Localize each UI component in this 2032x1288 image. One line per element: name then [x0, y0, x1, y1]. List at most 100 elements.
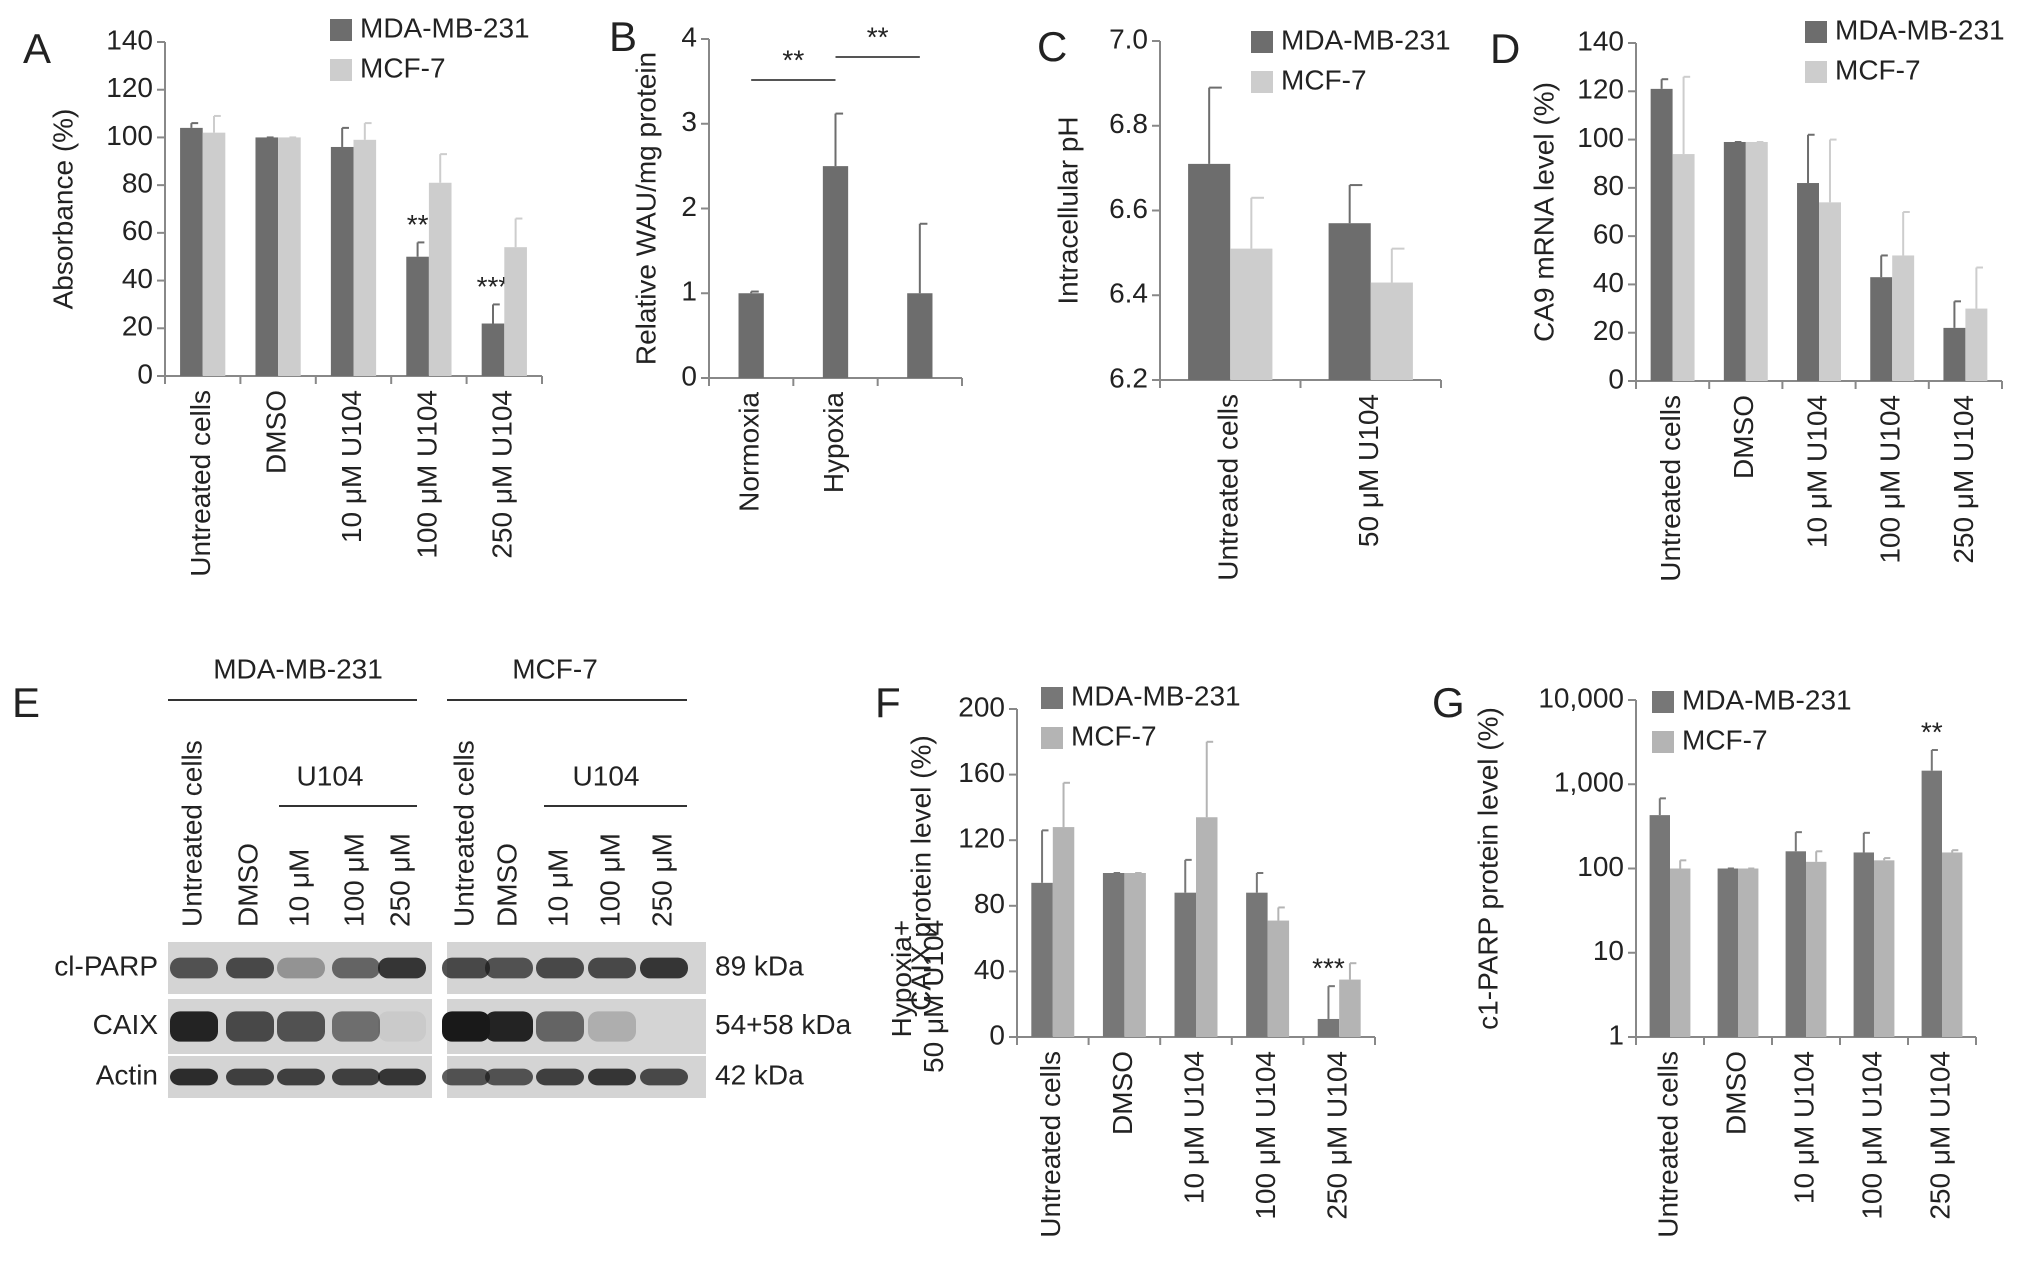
y-tick-label: 2 — [681, 191, 697, 222]
error-bar — [1930, 748, 1938, 771]
bar — [1230, 248, 1273, 380]
lane-label: DMSO — [232, 843, 263, 927]
error-bar — [918, 222, 928, 294]
x-tick-label: 100 μM U104 — [1875, 395, 1906, 564]
blot-band — [588, 1068, 636, 1086]
bar — [1921, 770, 1942, 1037]
y-tick-label: 140 — [1577, 25, 1624, 56]
bar — [1339, 979, 1361, 1037]
x-tick-label: Untreated cells — [1035, 1051, 1066, 1238]
bar — [822, 166, 849, 378]
error-bar — [1682, 75, 1691, 155]
legend-swatch — [1041, 727, 1063, 749]
y-tick-label: 6.6 — [1109, 193, 1148, 224]
error-bar — [1815, 850, 1823, 862]
y-tick-label: 100 — [106, 120, 153, 151]
x-tick-label: 250 μM U104 — [1322, 1051, 1353, 1220]
blot-band — [536, 957, 584, 979]
x-tick-label: 50 μM U104 — [1353, 394, 1384, 547]
legend-label: MDA-MB-231 — [1071, 680, 1241, 711]
legend-label: MDA-MB-231 — [1682, 684, 1852, 715]
error-bar — [1277, 906, 1285, 921]
bar — [738, 293, 764, 378]
blot-band — [378, 1068, 426, 1086]
bar — [1052, 827, 1075, 1037]
significance: ** — [782, 44, 804, 75]
legend-swatch — [330, 19, 352, 41]
x-tick-label: Hypoxia — [818, 392, 849, 494]
legend-swatch — [1652, 731, 1674, 753]
error-bar — [1348, 962, 1357, 980]
y-tick-label: 120 — [1577, 74, 1624, 105]
bar — [1317, 1018, 1340, 1037]
legend-label: MDA-MB-231 — [360, 12, 530, 43]
error-bar — [1794, 831, 1802, 852]
bar — [1196, 817, 1218, 1037]
lane-label: Untreated cells — [448, 740, 479, 927]
legend-label: MDA-MB-231 — [1281, 24, 1451, 55]
blot-band — [170, 1068, 218, 1086]
y-tick-label: 80 — [1593, 170, 1624, 201]
y-tick-label: 40 — [974, 954, 1005, 985]
y-tick-label: 10 — [1593, 935, 1624, 966]
bar — [1124, 873, 1146, 1037]
error-bar — [1902, 211, 1910, 256]
error-bar — [213, 114, 221, 133]
error-bar — [834, 112, 844, 167]
x-tick-label: 250 μM U104 — [1948, 395, 1979, 564]
bar — [1797, 183, 1819, 381]
x-tick-label: 10 μM U104 — [1178, 1051, 1209, 1204]
blot-treatment: U104 — [573, 760, 640, 791]
blot-band — [485, 957, 533, 979]
x-tick-label: 10 μM U104 — [1801, 395, 1832, 548]
y-tick-label: 10,000 — [1538, 682, 1624, 713]
error-bar — [1862, 831, 1870, 853]
error-bar — [491, 303, 500, 324]
blot-band — [378, 957, 426, 979]
bar — [1188, 163, 1231, 380]
blot-band — [588, 1011, 636, 1042]
x-tick-label: 100 μM U104 — [411, 390, 442, 559]
significance: ** — [1921, 716, 1943, 747]
bar — [278, 137, 301, 376]
bar — [1650, 88, 1673, 381]
x-tick-label: 100 μM U104 — [1250, 1051, 1281, 1220]
x-tick-label: 10 μM U104 — [336, 390, 367, 543]
lane-label: 250 μM — [384, 833, 415, 927]
bar — [1738, 868, 1759, 1037]
error-bar — [1951, 849, 1959, 853]
blot-band — [226, 1011, 274, 1042]
blot-band — [378, 1011, 426, 1042]
bar — [907, 293, 933, 378]
y-tick-label: 1 — [1608, 1019, 1624, 1050]
bar — [1370, 282, 1413, 380]
error-bar — [1205, 740, 1214, 818]
error-bar — [1828, 138, 1837, 203]
y-tick-label: 0 — [681, 360, 697, 391]
y-tick-label: 1,000 — [1554, 767, 1624, 798]
x-tick-label: 10 μM U104 — [1788, 1051, 1819, 1204]
error-bar — [1208, 86, 1222, 164]
significance: *** — [477, 271, 510, 302]
significance: ** — [867, 21, 889, 52]
error-bar — [439, 153, 447, 183]
y-axis-label: CA9 mRNA level (%) — [1528, 82, 1559, 342]
x-tick-label: Hypoxia+50 μM U104 — [886, 920, 949, 1073]
blot-row-label: cl-PARP — [54, 950, 158, 981]
blot-band — [640, 957, 688, 979]
panel-label: A — [23, 25, 51, 72]
bar — [1870, 277, 1893, 381]
legend-swatch — [1251, 71, 1273, 93]
blot-band — [442, 957, 490, 979]
bar — [1246, 892, 1268, 1037]
y-tick-label: 120 — [958, 823, 1005, 854]
legend-label: MCF-7 — [1281, 64, 1367, 95]
blot-band — [485, 1068, 533, 1086]
y-tick-label: 60 — [1593, 219, 1624, 250]
bar — [1745, 141, 1768, 381]
x-tick-label: 250 μM U104 — [487, 390, 518, 559]
y-tick-label: 0 — [1608, 363, 1624, 394]
legend-swatch — [1041, 687, 1063, 709]
bar — [330, 146, 354, 376]
